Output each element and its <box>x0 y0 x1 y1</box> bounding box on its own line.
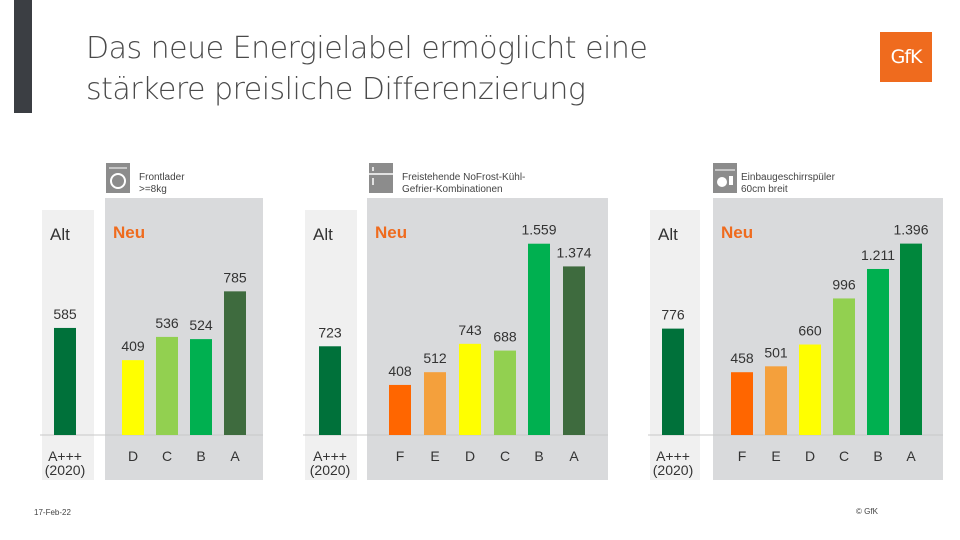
value-label-f: 458 <box>730 350 754 366</box>
bar-e <box>424 372 446 435</box>
bar-c <box>494 350 516 435</box>
old-heading: Alt <box>50 225 70 244</box>
category-label-old: A+++ <box>48 448 82 464</box>
category-label-old-year: (2020) <box>45 462 85 478</box>
category-label-old: A+++ <box>313 448 347 464</box>
category-label-old-year: (2020) <box>310 462 350 478</box>
category-label-e: E <box>771 448 780 464</box>
bar-c <box>833 298 855 435</box>
bar-d <box>459 343 481 435</box>
category-label-d: D <box>805 448 815 464</box>
old-heading: Alt <box>313 225 333 244</box>
category-label-c: C <box>500 448 510 464</box>
category-label-b: B <box>873 448 882 464</box>
category-label-d: D <box>128 448 138 464</box>
category-label-d: D <box>465 448 475 464</box>
value-label-b: 1.211 <box>861 247 895 263</box>
footer-date: 17-Feb-22 <box>34 508 71 517</box>
dishwasher-icon <box>713 163 737 193</box>
value-label-c: 996 <box>832 276 856 292</box>
category-label-c: C <box>839 448 849 464</box>
bar-d <box>122 360 144 435</box>
value-label-b: 524 <box>189 317 213 333</box>
value-label-a: 1.396 <box>893 222 928 238</box>
product-label-line-2: 60cm breit <box>741 184 788 195</box>
bar-b <box>867 268 889 435</box>
washing-machine-icon <box>106 163 130 193</box>
slide-title-line-2: stärkere preisliche Differenzierung <box>86 72 586 107</box>
accent-side-bar <box>14 0 32 113</box>
slide-title: Das neue Energielabel ermöglicht eine st… <box>86 28 806 110</box>
icon-drum <box>110 173 126 189</box>
value-label-e: 501 <box>764 344 788 360</box>
category-label-c: C <box>162 448 172 464</box>
value-label-d: 660 <box>798 323 822 339</box>
value-label-b: 1.559 <box>521 222 556 238</box>
bar-old-a+++ <box>319 346 341 435</box>
bar-a <box>563 266 585 435</box>
value-label-d: 743 <box>458 322 482 338</box>
new-heading: Neu <box>375 223 407 242</box>
category-label-f: F <box>738 448 747 464</box>
footer-copyright: © GfK <box>856 507 878 516</box>
bar-e <box>765 366 787 435</box>
chart-group-2: Freistehende NoFrost-Kühl-Gefrier-Kombin… <box>303 163 608 480</box>
icon-plate <box>717 177 727 187</box>
value-label-a: 1.374 <box>556 244 591 260</box>
value-label-c: 688 <box>493 329 517 345</box>
bar-old-a+++ <box>54 327 76 435</box>
value-label-e: 512 <box>423 350 447 366</box>
bar-old-a+++ <box>662 328 684 435</box>
bar-b <box>190 339 212 435</box>
category-label-f: F <box>396 448 405 464</box>
chart-group-1: Frontlader>=8kg Alt Neu 585 A+++(2020) 409 D 53… <box>40 163 263 480</box>
bar-b <box>528 243 550 435</box>
category-label-old-year: (2020) <box>653 462 693 478</box>
category-label-old: A+++ <box>656 448 690 464</box>
value-label-f: 408 <box>388 363 412 379</box>
bar-d <box>799 344 821 435</box>
product-label-line-1: Einbaugeschirrspüler <box>741 172 836 183</box>
product-label-line-1: Frontlader <box>139 172 185 183</box>
new-heading: Neu <box>721 223 753 242</box>
value-label-c: 536 <box>155 315 179 331</box>
new-heading: Neu <box>113 223 145 242</box>
value-label-old: 723 <box>318 324 342 340</box>
category-label-a: A <box>230 448 240 464</box>
category-label-e: E <box>430 448 439 464</box>
value-label-a: 785 <box>223 269 247 285</box>
category-label-a: A <box>906 448 916 464</box>
slide-title-line-1: Das neue Energielabel ermöglicht eine <box>86 31 648 66</box>
value-label-old: 776 <box>661 307 685 323</box>
gfk-logo: GfK <box>880 32 932 82</box>
fridge-icon <box>369 163 393 193</box>
value-label-d: 409 <box>121 338 145 354</box>
icon-glass <box>729 176 733 185</box>
category-label-a: A <box>569 448 579 464</box>
category-label-b: B <box>534 448 543 464</box>
bar-f <box>389 384 411 435</box>
product-label-line-2: Gefrier-Kombinationen <box>402 184 503 195</box>
value-label-old: 585 <box>53 306 77 322</box>
old-heading: Alt <box>658 225 678 244</box>
category-label-b: B <box>196 448 205 464</box>
bar-a <box>224 291 246 435</box>
bar-c <box>156 336 178 435</box>
bar-f <box>731 372 753 435</box>
bar-a <box>900 243 922 435</box>
product-label-line-1: Freistehende NoFrost-Kühl- <box>402 172 525 183</box>
old-panel-background <box>305 210 357 480</box>
product-label-line-2: >=8kg <box>139 184 167 195</box>
